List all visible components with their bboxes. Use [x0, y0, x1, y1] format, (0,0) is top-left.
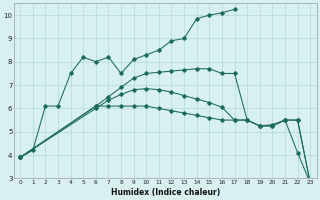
X-axis label: Humidex (Indice chaleur): Humidex (Indice chaleur)	[111, 188, 220, 197]
